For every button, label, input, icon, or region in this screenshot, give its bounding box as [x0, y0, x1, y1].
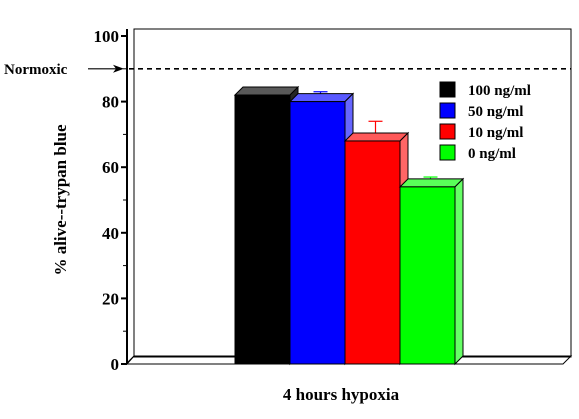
bar-100-ng-ml	[233, 85, 300, 366]
legend-swatch	[439, 144, 456, 161]
legend: 100 ng/ml 50 ng/ml 10 ng/ml 0 ng/ml	[439, 81, 531, 162]
bar-0-ng-ml	[398, 176, 465, 366]
legend-label: 10 ng/ml	[468, 125, 523, 141]
reference-label: Normoxic	[4, 62, 68, 78]
y-tick-label: 100	[94, 27, 120, 46]
bar-top-face	[398, 178, 465, 188]
y-tick-label: 20	[102, 289, 119, 308]
reference-arrow-head	[113, 64, 124, 73]
bar-10-ng-ml	[343, 120, 410, 366]
legend-label: 50 ng/ml	[468, 104, 523, 120]
bar-front-face	[344, 140, 401, 365]
bar-top-face	[288, 93, 355, 103]
legend-swatch	[439, 123, 456, 140]
legend-label: 0 ng/ml	[468, 146, 516, 162]
bar-front-face	[399, 186, 456, 365]
bar-top-face	[233, 86, 300, 96]
y-tick-label: 0	[111, 355, 120, 374]
y-axis-label: % alive--trypan blue	[51, 124, 70, 276]
legend-swatch	[439, 102, 456, 119]
y-tick-label: 60	[102, 158, 119, 177]
bar-front-face	[289, 101, 346, 365]
bar-side-face	[454, 177, 464, 366]
bar-top-face	[343, 132, 410, 142]
legend-label: 100 ng/ml	[468, 83, 531, 99]
x-axis-label: 4 hours hypoxia	[283, 385, 400, 404]
y-tick-label: 40	[102, 224, 119, 243]
bar-front-face	[234, 94, 291, 365]
normoxic-reference: Normoxic	[4, 62, 571, 78]
bar-50-ng-ml	[288, 91, 355, 366]
y-axis: 0 20 40 60 80 100	[94, 27, 127, 374]
y-tick-label: 80	[102, 93, 119, 112]
legend-swatch	[439, 81, 456, 98]
axis-depth-line	[126, 355, 135, 365]
bar-group	[233, 85, 465, 366]
